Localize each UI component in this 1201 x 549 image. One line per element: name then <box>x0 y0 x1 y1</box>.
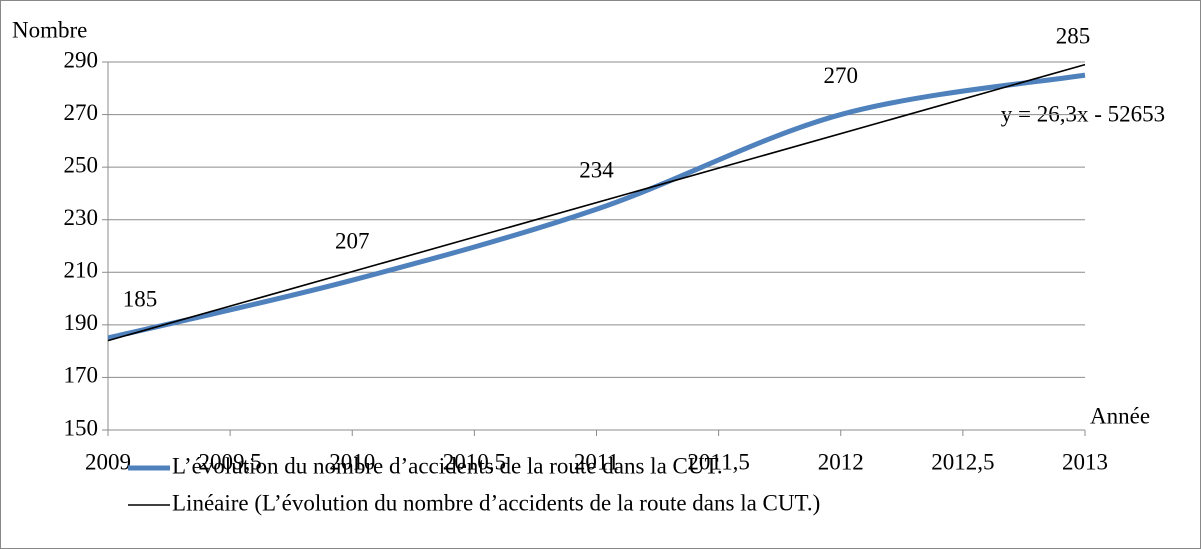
x-tick-label: 2012 <box>818 449 864 474</box>
data-label: 207 <box>335 228 370 253</box>
x-tick-label: 2013 <box>1062 449 1108 474</box>
y-axis-label: Nombre <box>12 17 87 42</box>
data-label: 270 <box>824 63 859 88</box>
data-label: 234 <box>579 157 614 182</box>
x-tick-label: 2010,5 <box>443 449 506 474</box>
x-tick-label: 2009,5 <box>199 449 262 474</box>
y-tick-label: 290 <box>64 47 99 72</box>
y-tick-label: 210 <box>64 258 99 283</box>
y-tick-label: 250 <box>64 152 99 177</box>
y-tick-label: 270 <box>64 100 99 125</box>
x-tick-label: 2012,5 <box>931 449 994 474</box>
y-tick-label: 170 <box>64 363 99 388</box>
data-label: 185 <box>123 286 158 311</box>
trend-line <box>107 63 1086 342</box>
x-tick-label: 2011,5 <box>687 449 749 474</box>
legend-label: Linéaire (L’évolution du nombre d’accide… <box>172 490 820 515</box>
x-axis-label: Année <box>1090 403 1150 428</box>
legend-label: L’évolution du nombre d’accidents de la … <box>172 453 723 478</box>
x-tick-label: 2011 <box>574 449 619 474</box>
x-tick-label: 2010 <box>329 449 375 474</box>
y-tick-label: 230 <box>64 205 99 230</box>
data-label: 285 <box>1056 23 1091 48</box>
trend-equation: y = 26,3x - 52653 <box>1001 101 1165 126</box>
series-line <box>107 72 1086 341</box>
y-tick-label: 190 <box>64 310 99 335</box>
x-tick-label: 2009 <box>85 449 131 474</box>
y-tick-label: 150 <box>64 415 99 440</box>
